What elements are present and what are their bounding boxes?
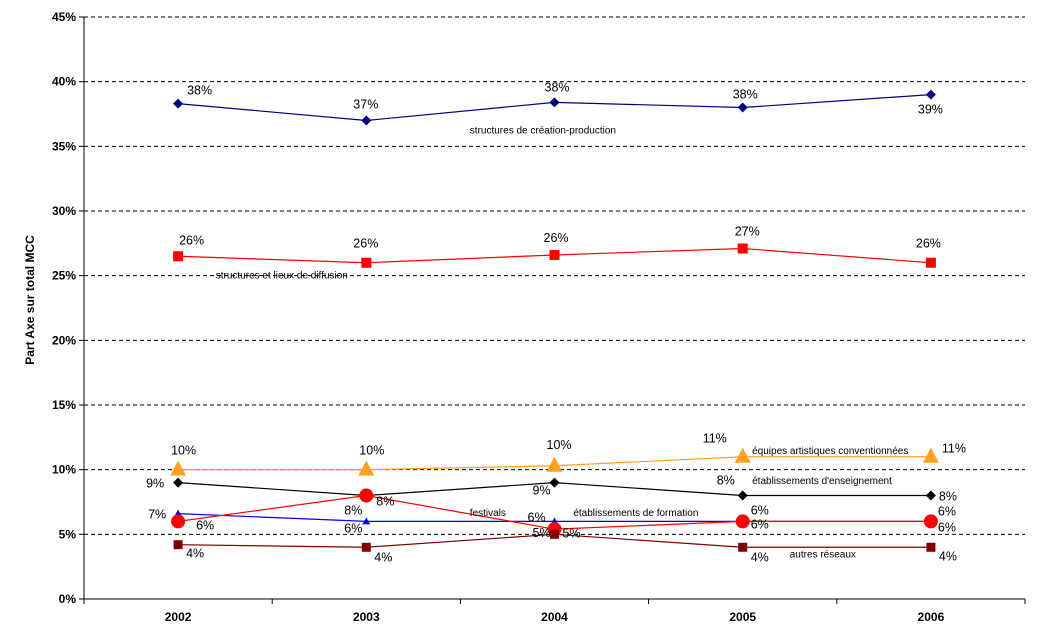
data-label: 26% xyxy=(353,237,378,251)
data-label: 4% xyxy=(374,550,392,564)
data-label: 26% xyxy=(916,237,941,251)
data-label: 6% xyxy=(751,517,769,531)
data-label: 7% xyxy=(148,508,166,522)
data-label: 4% xyxy=(751,550,769,564)
data-label: 6% xyxy=(344,521,362,535)
data-point-triangle xyxy=(922,447,939,463)
y-tick-label: 30% xyxy=(52,204,76,218)
data-label: 6% xyxy=(528,510,546,524)
data-label: 8% xyxy=(939,490,957,504)
data-label: 9% xyxy=(533,484,551,498)
y-axis-label: Part Axe sur total MCC xyxy=(23,235,37,365)
y-tick-label: 15% xyxy=(52,398,76,412)
data-label: 38% xyxy=(545,80,570,94)
data-label: 8% xyxy=(376,495,394,509)
data-point-square xyxy=(550,529,559,539)
data-point-diamond xyxy=(361,115,372,126)
y-tick-label: 40% xyxy=(52,75,76,89)
data-label: 10% xyxy=(171,444,196,458)
series-name-label: autres réseaux xyxy=(790,550,856,561)
data-point-circle xyxy=(171,514,186,529)
y-tick-label: 0% xyxy=(59,592,77,606)
data-point-square xyxy=(361,542,371,552)
data-point-square xyxy=(361,257,372,268)
y-tick-label: 5% xyxy=(59,527,77,541)
data-label: 6% xyxy=(196,518,214,532)
data-point-square xyxy=(737,243,748,254)
x-tick-label: 2004 xyxy=(541,610,568,624)
series-name-label: festivals xyxy=(470,508,506,519)
x-tick-label: 2002 xyxy=(165,610,192,624)
data-point-diamond xyxy=(925,490,936,501)
data-point-diamond xyxy=(549,477,560,488)
y-tick-label: 20% xyxy=(52,333,76,347)
data-label: 6% xyxy=(751,503,769,517)
data-point-circle xyxy=(923,514,938,529)
data-label: 11% xyxy=(703,432,727,446)
data-label: 6% xyxy=(938,504,956,518)
data-point-square xyxy=(738,542,748,552)
series-name-label: équipes artistiques conventionnées xyxy=(752,446,908,457)
data-label: 4% xyxy=(939,549,957,563)
data-point-diamond xyxy=(925,89,936,100)
data-label: 38% xyxy=(733,88,758,102)
data-label: 10% xyxy=(547,438,572,452)
y-tick-label: 35% xyxy=(52,139,76,153)
data-point-diamond xyxy=(549,97,560,108)
data-label: 38% xyxy=(187,84,212,98)
data-labels: 38% 37% 38% 38% 39% 26% 26% 26% 27% 26% 10% 10% 10% 1… xyxy=(146,80,966,564)
x-tick-label: 2003 xyxy=(353,610,380,624)
data-point-diamond xyxy=(173,98,184,109)
axes xyxy=(79,16,1026,604)
data-label: 9% xyxy=(146,477,164,491)
data-label: 26% xyxy=(544,231,569,245)
data-label: 6% xyxy=(938,520,956,534)
data-label: 27% xyxy=(735,225,760,239)
data-label: 10% xyxy=(359,444,384,458)
data-point-circle xyxy=(735,514,750,529)
data-point-triangle xyxy=(170,460,187,476)
series-markers xyxy=(170,89,939,552)
data-point-circle xyxy=(359,488,374,503)
data-point-triangle xyxy=(362,517,371,525)
data-label: 37% xyxy=(353,97,378,111)
x-tick-label: 2006 xyxy=(918,610,945,624)
data-point-triangle xyxy=(734,447,751,463)
x-tick-label: 2005 xyxy=(729,610,756,624)
data-point-square xyxy=(925,257,936,268)
data-label: 8% xyxy=(717,474,735,488)
data-point-square xyxy=(549,249,560,260)
data-label: 5% xyxy=(563,526,581,540)
series-name-label: établissements de formation xyxy=(573,508,698,519)
x-tick-labels: 2002 2003 2004 2005 2006 xyxy=(165,610,945,624)
data-point-diamond xyxy=(173,477,184,488)
data-label: 4% xyxy=(186,547,204,561)
series-labels: structures de création-production structu… xyxy=(216,125,909,560)
series-name-label: structures et lieux de diffusion xyxy=(216,270,348,281)
data-point-triangle xyxy=(546,456,563,472)
data-point-triangle xyxy=(358,460,375,476)
series-name-label: établissements d'enseignement xyxy=(752,476,892,487)
data-point-square xyxy=(173,251,184,262)
y-tick-label: 45% xyxy=(52,10,76,24)
data-label: 26% xyxy=(179,233,204,247)
y-tick-label: 10% xyxy=(52,463,76,477)
data-label: 11% xyxy=(942,442,966,456)
series-name-label: structures de création-production xyxy=(470,125,616,136)
data-label: 5% xyxy=(533,526,551,540)
data-label: 8% xyxy=(344,504,362,518)
data-point-square xyxy=(926,542,936,552)
data-point-diamond xyxy=(737,102,748,113)
data-point-diamond xyxy=(737,490,748,501)
y-tick-label: 25% xyxy=(52,269,76,283)
data-point-square xyxy=(173,540,183,550)
data-label: 39% xyxy=(918,103,943,117)
y-tick-labels: 0% 5% 10% 15% 20% 25% 30% 35% 40% 45% xyxy=(52,10,76,606)
